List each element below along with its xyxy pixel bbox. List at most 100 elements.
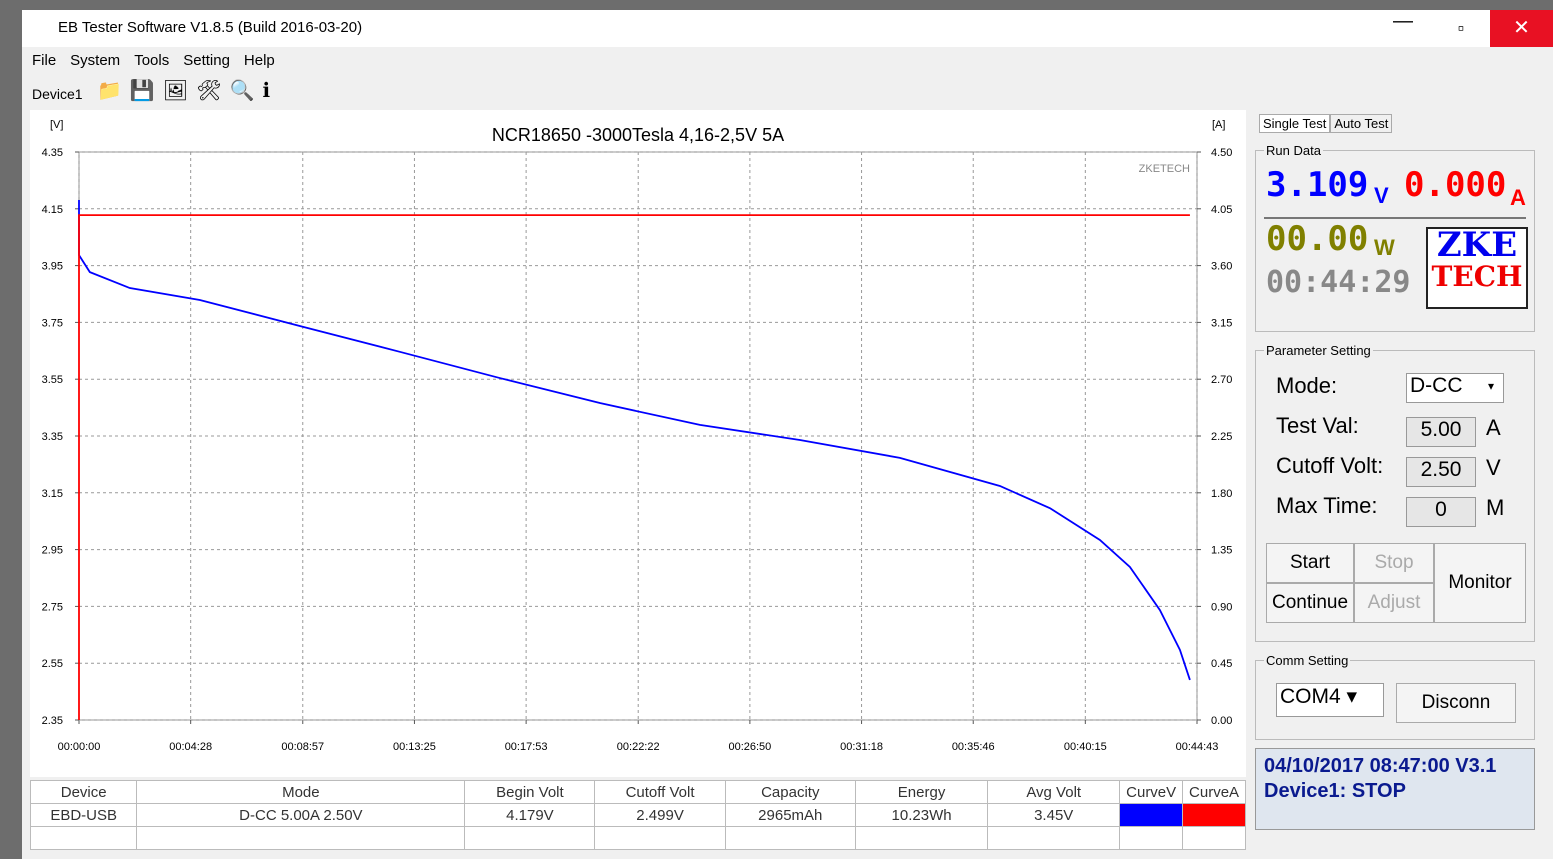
header-cell: Energy <box>854 780 989 804</box>
empty-cell <box>1182 826 1246 850</box>
tab[interactable]: Auto Test <box>1330 114 1393 133</box>
param-value[interactable]: D-CC <box>1406 373 1504 403</box>
param-unit: M <box>1486 495 1505 520</box>
button[interactable]: Monitor <box>1434 543 1526 623</box>
y-tick-label: 2.75 <box>42 601 63 613</box>
x-tick-label: 00:04:28 <box>169 741 212 753</box>
y2-tick-label: 1.80 <box>1211 488 1232 500</box>
empty-cell <box>136 826 466 850</box>
menu-item[interactable]: Setting <box>183 52 230 69</box>
toolbar: 📁💾🖼🛠🔍ℹ <box>97 80 279 102</box>
panel-title: Comm Setting <box>1264 653 1351 668</box>
current: 0.000 <box>1404 165 1507 205</box>
watermark: ZKETECH <box>1139 163 1190 175</box>
empty-cell <box>724 826 856 850</box>
empty-cell <box>29 826 138 850</box>
header-cell: Mode <box>136 780 466 804</box>
maximize[interactable]: ▫ <box>1457 18 1465 38</box>
menu-item[interactable]: File <box>32 52 57 69</box>
disconnect-button[interactable]: Disconn <box>1396 683 1516 723</box>
close[interactable]: ✕ <box>1490 10 1553 47</box>
header-cell: CurveA <box>1182 780 1246 804</box>
param-label: Max Time: <box>1276 493 1378 518</box>
y2-tick-label: 0.90 <box>1211 601 1232 613</box>
series-line <box>78 199 1191 681</box>
param-label: Mode: <box>1276 373 1338 398</box>
status-line: Device1: STOP <box>1264 780 1406 802</box>
empty-row <box>29 826 1246 850</box>
status-line: 04/10/2017 08:47:00 V3.1 <box>1264 755 1497 777</box>
data-cell: 10.23Wh <box>854 803 989 827</box>
empty-cell <box>1119 826 1184 850</box>
chart-area <box>30 110 1246 777</box>
series-line <box>78 214 1190 720</box>
y2-tick-label: 3.15 <box>1211 317 1232 329</box>
status-box: 04/10/2017 08:47:00 V3.1 Device1: STOP <box>1255 748 1535 830</box>
empty-cell <box>854 826 989 850</box>
y2-tick-label: 0.45 <box>1211 658 1232 670</box>
header-cell: Begin Volt <box>464 780 596 804</box>
x-tick-label: 00:08:57 <box>281 741 324 753</box>
x-tick-label: 00:13:25 <box>393 741 436 753</box>
header-cell: Avg Volt <box>987 780 1121 804</box>
x-tick-label: 00:44:43 <box>1176 741 1219 753</box>
param-value[interactable]: 5.00 <box>1406 417 1476 447</box>
y-axis-label: [V] <box>50 119 63 131</box>
header-cell: Device <box>29 780 138 804</box>
param-value[interactable]: 0 <box>1406 497 1476 527</box>
logo-bottom: TECH <box>1431 260 1523 293</box>
button[interactable]: Continue <box>1266 583 1354 623</box>
comm-panel: Comm Setting COM4 ▾ Disconn <box>1255 653 1535 740</box>
button[interactable]: Stop <box>1354 543 1434 583</box>
tabs: Single Test Auto Test <box>1259 114 1393 133</box>
dropdown-arrow: ▾ <box>1488 379 1495 393</box>
data-cell: EBD-USB <box>29 803 138 827</box>
data-cell: 2.499V <box>594 803 726 827</box>
data-cell: 4.179V <box>464 803 596 827</box>
menu-item[interactable]: Tools <box>134 52 170 69</box>
run-data-panel: Run Data 3.109 V 0.000 A 00.00 W 00:44:2… <box>1255 143 1535 332</box>
data-cell: 2965mAh <box>724 803 856 827</box>
tab[interactable]: Single Test <box>1259 114 1331 133</box>
voltage: 3.109 <box>1266 165 1369 205</box>
y2-tick-label: 0.00 <box>1211 715 1232 727</box>
minimize[interactable]: — <box>1393 10 1413 32</box>
curve-swatch <box>1119 803 1184 827</box>
y-tick-label: 2.55 <box>42 658 63 670</box>
device-tab[interactable]: Device1 <box>32 86 83 102</box>
empty-cell <box>464 826 596 850</box>
window-title: EB Tester Software V1.8.5 (Build 2016-03… <box>58 19 363 36</box>
menu-bar: File System Tools Setting Help <box>32 52 289 70</box>
data-row: EBD-USB D-CC 5.00A 2.50V 4.179V 2.499V 2965m… <box>29 803 1246 827</box>
logo-top: ZKE <box>1436 225 1518 265</box>
param-unit: A <box>1486 415 1501 440</box>
param-label: Cutoff Volt: <box>1276 453 1384 478</box>
y2-tick-label: 2.25 <box>1211 431 1232 443</box>
menu-item[interactable]: System <box>70 52 121 69</box>
chart-title: NCR18650 -3000Tesla 4,16-2,5V 5A <box>492 125 784 145</box>
menu-item[interactable]: Help <box>243 52 275 69</box>
y-tick-label: 3.55 <box>42 374 63 386</box>
panel-title: Parameter Setting <box>1264 343 1373 358</box>
header-cell: Cutoff Volt <box>594 780 726 804</box>
voltage-unit: V <box>1374 183 1389 208</box>
chart: NCR18650 -3000Tesla 4,16-2,5V 5A [V] [A]… <box>42 119 1233 753</box>
x-tick-label: 00:26:50 <box>728 741 771 753</box>
power: 00.00 <box>1266 219 1369 259</box>
data-cell: 3.45V <box>987 803 1121 827</box>
logo: ZKE TECH <box>1426 227 1528 309</box>
button[interactable]: Adjust <box>1354 583 1434 623</box>
param-value[interactable]: 2.50 <box>1406 457 1476 487</box>
y2-axis-label: [A] <box>1212 119 1225 131</box>
current-unit: A <box>1510 185 1526 210</box>
x-tick-label: 00:40:15 <box>1064 741 1107 753</box>
x-tick-label: 00:31:18 <box>840 741 883 753</box>
y-tick-label: 2.35 <box>42 715 63 727</box>
y2-tick-label: 1.35 <box>1211 545 1232 557</box>
button[interactable]: Start <box>1266 543 1354 583</box>
x-tick-label: 00:00:00 <box>58 741 101 753</box>
port-select[interactable]: COM4 ▾ <box>1276 683 1384 717</box>
empty-cell <box>594 826 726 850</box>
y-tick-label: 4.15 <box>42 204 63 216</box>
